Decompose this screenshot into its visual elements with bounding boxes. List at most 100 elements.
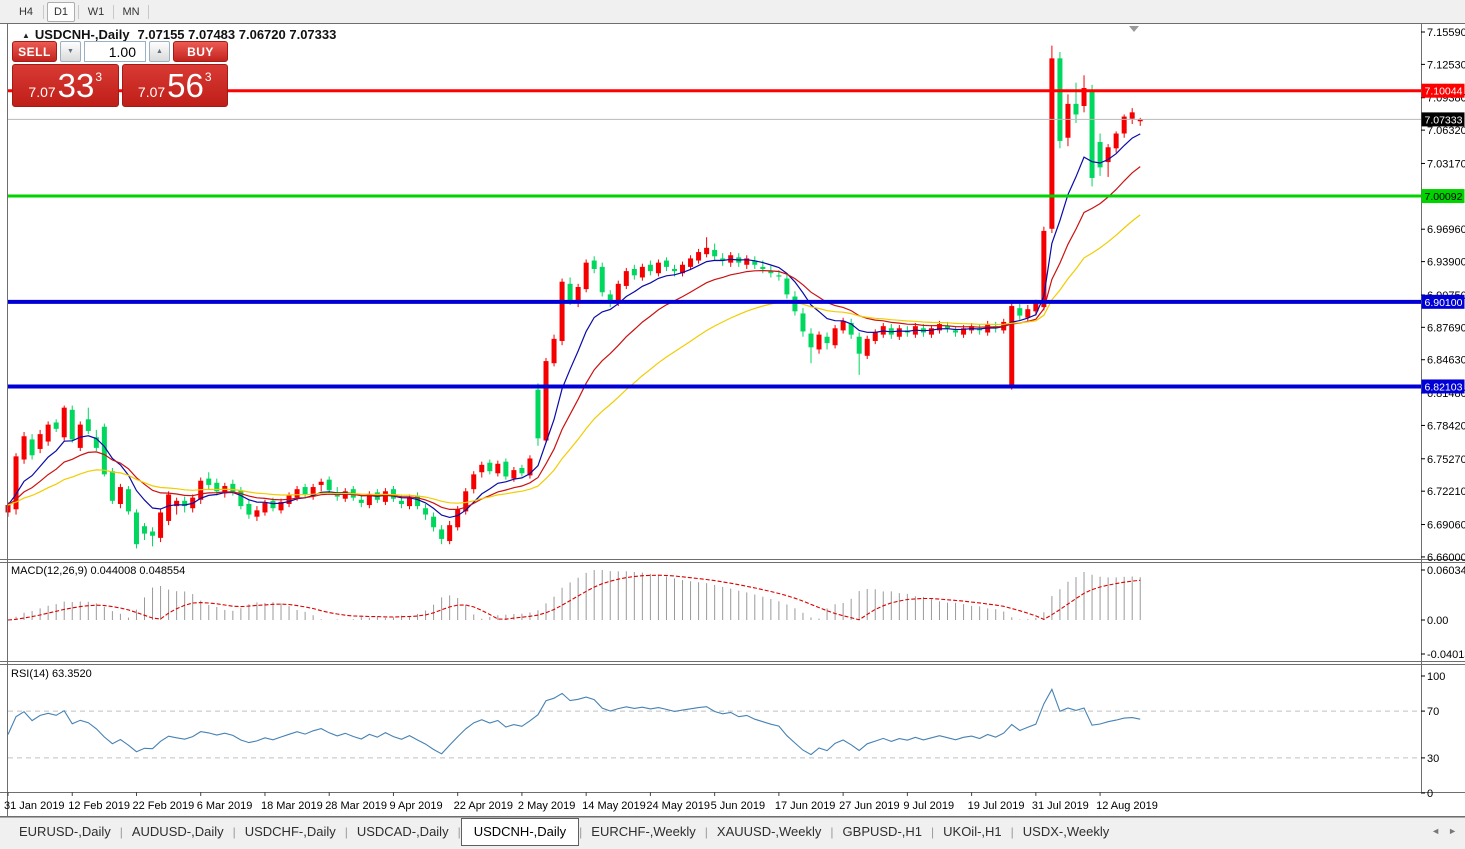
svg-text:12 Feb 2019: 12 Feb 2019 [68,800,130,812]
level-price-badge: 6.90100 [1421,294,1465,309]
svg-text:9 Jul 2019: 9 Jul 2019 [903,800,954,812]
rsi-indicator-label: RSI(14) 63.3520 [11,668,92,680]
svg-text:6.82103: 6.82103 [1425,381,1463,393]
ma-32-line[interactable] [7,214,1141,506]
timeframe-button-d1[interactable]: D1 [47,1,75,22]
macd-indicator-label: MACD(12,26,9) 0.044008 0.048554 [11,565,186,577]
svg-text:31 Jul 2019: 31 Jul 2019 [1032,800,1089,812]
volume-decrease-button[interactable]: ▼ [60,41,81,62]
timeframe-button-mn[interactable]: MN [122,5,140,18]
svg-text:7.12530: 7.12530 [1427,59,1465,71]
current-price-badge: 7.07333 [1421,112,1465,127]
svg-text:14 May 2019: 14 May 2019 [582,800,646,812]
buy-price-box[interactable]: 7.07 56 3 [121,64,228,107]
svg-text:7.03170: 7.03170 [1427,158,1465,170]
svg-text:22 Feb 2019: 22 Feb 2019 [132,800,194,812]
svg-text:6.69060: 6.69060 [1427,520,1465,532]
tab-separator: | [931,825,935,839]
svg-text:24 May 2019: 24 May 2019 [646,800,710,812]
svg-text:30: 30 [1427,753,1439,765]
rsi-line [7,687,1141,756]
symbol-tab-eurusd-daily[interactable]: EURUSD-,Daily [19,824,111,839]
svg-text:2 May 2019: 2 May 2019 [518,800,575,812]
tab-separator: | [579,825,583,839]
svg-text:0: 0 [1427,788,1433,800]
date-axis[interactable]: 31 Jan 2019 12 Feb 2019 22 Feb 2019 6 Mar 2… [4,792,1158,812]
svg-text:17 Jun 2019: 17 Jun 2019 [775,800,836,812]
svg-text:7.10044: 7.10044 [1425,86,1463,98]
level-price-badge: 7.00092 [1421,189,1465,204]
svg-text:100: 100 [1427,671,1445,683]
chart-window: 7.15590 7.12530 7.09380 7.06320 7.03170 6.969… [0,23,1465,817]
timeframe-button-w1[interactable]: W1 [87,5,105,18]
toolbar-separator [78,4,79,19]
tab-separator: | [344,825,348,839]
svg-text:6.75270: 6.75270 [1427,454,1465,466]
macd-signal-line [7,574,1141,621]
sell-button[interactable]: SELL [12,41,57,62]
svg-text:22 Apr 2019: 22 Apr 2019 [454,800,513,812]
svg-text:6.78420: 6.78420 [1427,420,1465,432]
tab-scroll-arrows: ◄ ► [1431,826,1457,836]
ma-8-line[interactable] [7,133,1141,519]
svg-text:28 Mar 2019: 28 Mar 2019 [325,800,387,812]
sell-price-box[interactable]: 7.07 33 3 [12,64,119,107]
macd-histogram [15,570,1141,620]
symbol-tab-bar: EURUSD-,Daily | AUDUSD-,Daily | USDCHF-,Dail… [0,817,1465,849]
chart-symbol-label: USDCNH-,Daily [34,27,130,42]
symbol-tab-xauusd-weekly[interactable]: XAUUSD-,Weekly [716,824,822,839]
svg-text:9 Apr 2019: 9 Apr 2019 [389,800,442,812]
svg-text:6.66000: 6.66000 [1427,552,1465,564]
svg-text:-0.040136: -0.040136 [1427,649,1465,661]
buy-price-point: 3 [204,69,212,84]
sell-price-point: 3 [95,69,103,84]
svg-text:5 Jun 2019: 5 Jun 2019 [711,800,765,812]
svg-text:0.060343: 0.060343 [1427,565,1465,577]
chart-shift-marker-icon[interactable] [1129,26,1139,32]
chart-title: ▲ USDCNH-,Daily 7.07155 7.07483 7.06720 7.… [22,27,336,42]
tab-scroll-right-icon[interactable]: ► [1448,826,1457,836]
svg-text:6 Mar 2019: 6 Mar 2019 [197,800,253,812]
collapse-panel-icon[interactable]: ▲ [22,31,30,40]
symbol-tab-usdchf-daily[interactable]: USDCHF-,Daily [244,824,336,839]
svg-text:0.00: 0.00 [1427,615,1448,627]
buy-price-prefix: 7.07 [137,83,166,100]
svg-text:6.72210: 6.72210 [1427,486,1465,498]
svg-text:31 Jan 2019: 31 Jan 2019 [4,800,65,812]
symbol-tab-usdcnh-daily[interactable]: USDCNH-,Daily [460,818,580,846]
svg-text:6.93900: 6.93900 [1427,257,1465,269]
svg-text:6.87690: 6.87690 [1427,322,1465,334]
buy-button[interactable]: BUY [173,41,228,62]
tab-scroll-left-icon[interactable]: ◄ [1431,826,1441,836]
tab-separator: | [232,825,236,839]
symbol-tab-ukoil-h1[interactable]: UKOil-,H1 [943,824,1002,839]
svg-text:7.06320: 7.06320 [1427,125,1465,137]
svg-text:70: 70 [1427,706,1439,718]
level-price-badge: 6.82103 [1421,379,1465,394]
chart-ohlc-values: 7.07155 7.07483 7.06720 7.07333 [137,27,337,42]
svg-text:12 Aug 2019: 12 Aug 2019 [1096,800,1158,812]
chart-canvas[interactable]: 7.155907.125307.093807.063207.031706.969… [0,23,1465,817]
volume-increase-button[interactable]: ▲ [149,41,170,62]
symbol-tab-eurchf-weekly[interactable]: EURCHF-,Weekly [591,824,696,839]
buy-price-pips: 56 [167,67,204,104]
sell-price-pips: 33 [57,67,95,104]
svg-text:19 Jul 2019: 19 Jul 2019 [968,800,1025,812]
tab-separator: | [1010,825,1014,839]
indicator-axis-labels: 0.060343 0.00 -0.040136 100 70 30 0 [1421,565,1465,800]
svg-text:6.90100: 6.90100 [1425,297,1463,309]
symbol-tab-usdcad-daily[interactable]: USDCAD-,Daily [356,824,449,839]
svg-text:18 Mar 2019: 18 Mar 2019 [261,800,323,812]
level-price-badge: 7.10044 [1421,83,1465,98]
one-click-trade-panel: SELL ▼ 1.00 ▲ BUY 7.07 33 3 7.07 56 3 [12,41,228,107]
volume-input[interactable]: 1.00 [84,41,146,62]
timeframe-toolbar: H4 D1 W1 MN [0,0,1465,23]
symbol-tab-usdx-weekly[interactable]: USDX-,Weekly [1022,824,1110,839]
symbol-tab-audusd-daily[interactable]: AUDUSD-,Daily [131,824,224,839]
timeframe-button-h4[interactable]: H4 [18,5,34,18]
svg-text:6.96960: 6.96960 [1427,224,1465,236]
ma-16-line[interactable] [7,166,1141,510]
svg-text:27 Jun 2019: 27 Jun 2019 [839,800,900,812]
tab-separator: | [457,825,461,839]
symbol-tab-gbpusd-h1[interactable]: GBPUSD-,H1 [842,824,923,839]
